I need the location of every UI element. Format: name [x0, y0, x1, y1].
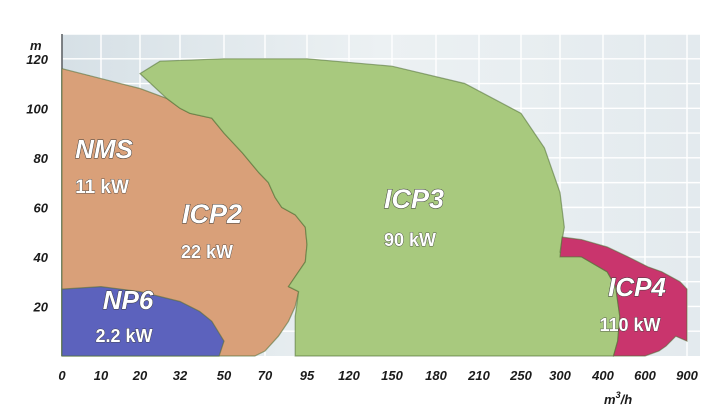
zone-power-np6: 2.2 kW: [95, 326, 152, 346]
x-axis-unit: m3/h: [604, 390, 632, 407]
zone-power-nms: 11 kW: [75, 177, 129, 198]
y-axis-ticks: 20 40 60 80 100 120: [26, 52, 48, 315]
x-tick-label: 900: [676, 368, 698, 383]
x-axis-ticks: 0 10 20 32 50 70 95 120 150 180 210 250 300 400 600 900: [58, 368, 698, 383]
x-tick-label: 50: [217, 368, 232, 383]
performance-zones: [61, 58, 688, 357]
x-tick-label: 400: [591, 368, 614, 383]
zone-icp4: [559, 236, 688, 357]
x-tick-label: 250: [509, 368, 532, 383]
zone-label-icp4: ICP4: [608, 272, 666, 302]
y-axis-unit: m: [30, 38, 42, 53]
y-tick-label: 60: [34, 200, 49, 215]
x-tick-label: 0: [58, 368, 66, 383]
x-tick-label: 150: [381, 368, 403, 383]
x-tick-label: 120: [338, 368, 360, 383]
zone-icp3: [139, 58, 621, 357]
x-tick-label: 20: [132, 368, 148, 383]
zone-np6: [61, 285, 225, 357]
x-tick-label: 300: [549, 368, 571, 383]
zone-label-np6: NP6: [103, 285, 154, 315]
zone-labels: NMS 11 kW ICP2 22 kW ICP3 90 kW ICP4 110 kW NP6 2…: [75, 134, 667, 347]
y-tick-label: 40: [33, 250, 49, 265]
x-tick-label: 210: [467, 368, 490, 383]
x-tick-label: 10: [94, 368, 109, 383]
y-tick-label: 100: [26, 101, 48, 116]
zone-label-icp3: ICP3: [384, 184, 444, 214]
zone-label-nms: NMS: [75, 134, 133, 164]
x-tick-label: 600: [634, 368, 656, 383]
zone-power-icp2: 22 kW: [181, 242, 233, 262]
y-tick-label: 120: [26, 52, 48, 67]
x-tick-label: 95: [300, 368, 315, 383]
zone-label-icp2: ICP2: [182, 199, 242, 229]
x-tick-label: 180: [425, 368, 447, 383]
x-tick-label: 70: [258, 368, 273, 383]
zone-power-icp4: 110 kW: [599, 315, 660, 335]
y-tick-label: 80: [34, 151, 49, 166]
y-tick-label: 20: [33, 299, 49, 314]
x-tick-label: 32: [173, 368, 188, 383]
zone-power-icp3: 90 kW: [384, 230, 436, 250]
